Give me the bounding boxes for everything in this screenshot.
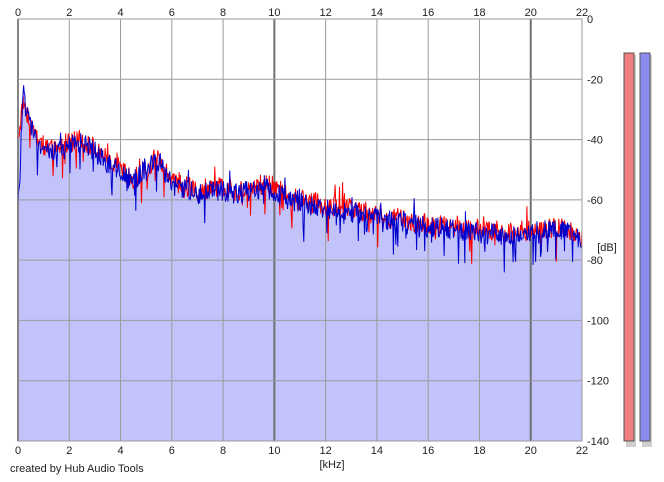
x-tick-label-top: 8: [220, 7, 226, 19]
spectrum-fill-area: [18, 85, 582, 442]
x-tick-label-top: 16: [422, 7, 434, 19]
x-tick-label-bottom: 4: [117, 445, 123, 457]
x-tick-label-top: 22: [576, 7, 588, 19]
x-tick-label-bottom: 22: [576, 445, 588, 457]
x-tick-label-bottom: 10: [268, 445, 280, 457]
x-tick-label-bottom: 16: [422, 445, 434, 457]
x-tick-label-top: 12: [320, 7, 332, 19]
x-tick-label-top: 4: [117, 7, 123, 19]
y-tick-label: -40: [587, 135, 603, 147]
x-tick-label-bottom: 14: [371, 445, 383, 457]
y-tick-label: -120: [587, 376, 609, 388]
x-axis-label: [kHz]: [319, 459, 344, 471]
level-meters: [623, 52, 652, 447]
left-level-meter: [623, 52, 635, 442]
x-tick-label-top: 20: [525, 7, 537, 19]
y-tick-label: -100: [587, 315, 609, 327]
x-tick-label-top: 14: [371, 7, 383, 19]
y-tick-label: -80: [587, 255, 603, 267]
y-tick-label: -20: [587, 74, 603, 86]
right-level-meter: [639, 52, 651, 442]
x-tick-label-bottom: 12: [320, 445, 332, 457]
y-axis-label: [dB]: [597, 242, 617, 254]
x-tick-label-top: 0: [15, 7, 21, 19]
x-tick-label-bottom: 0: [15, 445, 21, 457]
plot-border: [17, 18, 583, 442]
x-tick-label-bottom: 6: [169, 445, 175, 457]
right-channel-line: [17, 85, 583, 273]
y-tick-label: -140: [587, 436, 609, 448]
y-axis-tick-labels: 0 -20 -40 -60 -80 -100 -120 -140: [587, 14, 609, 448]
y-tick-label: -60: [587, 195, 603, 207]
credit-text: created by Hub Audio Tools: [10, 463, 144, 475]
x-tick-label-bottom: 8: [220, 445, 226, 457]
x-tick-label-bottom: 18: [473, 445, 485, 457]
x-tick-label-top: 10: [268, 7, 280, 19]
x-tick-label-bottom: 20: [525, 445, 537, 457]
x-tick-label-top: 6: [169, 7, 175, 19]
x-tick-label-bottom: 2: [66, 445, 72, 457]
x-tick-label-top: 2: [66, 7, 72, 19]
x-axis-bottom-tick-labels: 0 2 4 6 8 10 12 14 16 18 20 22: [15, 445, 588, 457]
x-axis-top-tick-labels: 0 2 4 6 8 10 12 14 16 18 20 22: [15, 7, 588, 19]
y-tick-label: 0: [587, 14, 593, 26]
x-tick-label-top: 18: [473, 7, 485, 19]
